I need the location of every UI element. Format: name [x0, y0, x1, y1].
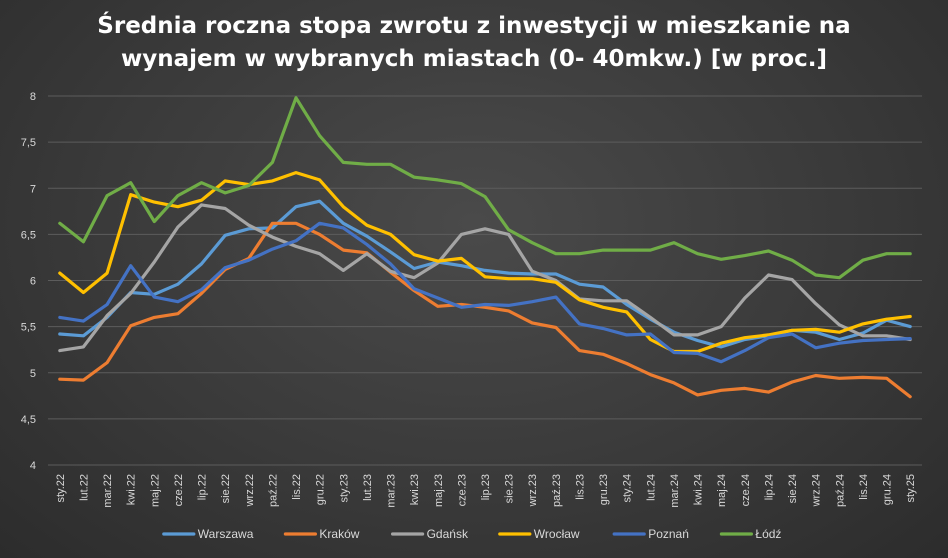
x-tick-label: lut.24 — [645, 474, 657, 501]
x-tick-label: sty.24 — [622, 474, 634, 503]
x-tick-label: maj.24 — [716, 474, 728, 507]
x-tick-label: gru.24 — [882, 474, 894, 505]
series-line-2 — [58, 203, 912, 353]
x-tick-label: lip.24 — [763, 474, 775, 500]
legend: Warszawa Kraków Gdańsk Wrocław Poznań Łódź — [162, 527, 781, 541]
legend-label: Poznań — [648, 527, 689, 541]
x-tick-label: wrz.22 — [244, 474, 256, 507]
y-tick-label: 7,5 — [21, 137, 36, 149]
x-axis-ticks: sty.22 lut.22 mar.22 kwi.22 maj.22 cze.22 lip.… — [55, 474, 917, 508]
x-tick-label: cze.23 — [456, 474, 468, 506]
x-tick-label: sty.25 — [905, 474, 917, 503]
x-tick-label: kwi.22 — [126, 474, 138, 505]
y-tick-label: 8 — [30, 91, 36, 103]
x-tick-label: gru.23 — [598, 474, 610, 505]
series-line-0 — [58, 199, 912, 349]
x-tick-label: lis.23 — [574, 474, 586, 500]
y-tick-label: 5,5 — [21, 322, 36, 334]
x-tick-label: maj.23 — [433, 474, 445, 507]
gridlines — [48, 95, 922, 466]
series-line-1 — [58, 221, 912, 399]
x-tick-label: wrz.23 — [527, 474, 539, 507]
chart-title: Średnia roczna stopa zwrotu z inwestycji… — [0, 10, 948, 76]
x-tick-label: gru.22 — [315, 474, 327, 505]
y-tick-label: 7 — [30, 183, 36, 195]
x-tick-label: kwi.23 — [409, 474, 421, 505]
legend-label: Wrocław — [534, 527, 580, 541]
y-tick-label: 4,5 — [21, 414, 36, 426]
x-tick-label: mar.24 — [669, 474, 681, 508]
x-tick-label: mar.22 — [102, 474, 114, 508]
chart-title-line-2: wynajem w wybranych miastach (0- 40mkw.)… — [120, 46, 827, 72]
x-tick-label: lip.22 — [197, 474, 209, 500]
x-tick-label: paź.23 — [551, 474, 563, 507]
x-tick-label: maj.22 — [149, 474, 161, 507]
y-axis-ticks: 4 4,5 5 5,5 6 6,5 7 7,5 8 — [21, 91, 36, 472]
legend-label: Kraków — [319, 527, 359, 541]
series-line-5 — [58, 96, 912, 280]
x-tick-label: cze.22 — [173, 474, 185, 506]
y-tick-label: 5 — [30, 368, 36, 380]
x-tick-label: cze.24 — [740, 474, 752, 506]
x-tick-label: paź.24 — [834, 474, 846, 507]
series-line-4 — [58, 221, 912, 364]
x-tick-label: sie.23 — [504, 474, 516, 503]
x-tick-label: lis.24 — [858, 474, 870, 500]
x-tick-label: wrz.24 — [811, 474, 823, 507]
x-tick-label: paź.22 — [267, 474, 279, 507]
x-tick-label: lip.23 — [480, 474, 492, 500]
x-tick-label: lut.23 — [362, 474, 374, 501]
chart-title-line-1: Średnia roczna stopa zwrotu z inwestycji… — [97, 13, 851, 39]
x-tick-label: sty.23 — [338, 474, 350, 503]
x-tick-label: lis.22 — [291, 474, 303, 500]
x-tick-label: sie.22 — [220, 474, 232, 503]
x-tick-label: mar.23 — [386, 474, 398, 508]
x-tick-label: sie.24 — [787, 474, 799, 503]
x-tick-label: lut.22 — [78, 474, 90, 501]
legend-label: Gdańsk — [427, 527, 469, 541]
series-lines — [58, 96, 912, 399]
legend-label: Warszawa — [198, 527, 254, 541]
series-line-3 — [58, 171, 912, 354]
y-tick-label: 4 — [30, 460, 36, 472]
y-tick-label: 6,5 — [21, 229, 36, 241]
legend-label: Łódź — [755, 527, 781, 541]
y-tick-label: 6 — [30, 276, 36, 288]
x-tick-label: sty.22 — [55, 474, 67, 503]
x-tick-label: kwi.24 — [693, 474, 705, 505]
